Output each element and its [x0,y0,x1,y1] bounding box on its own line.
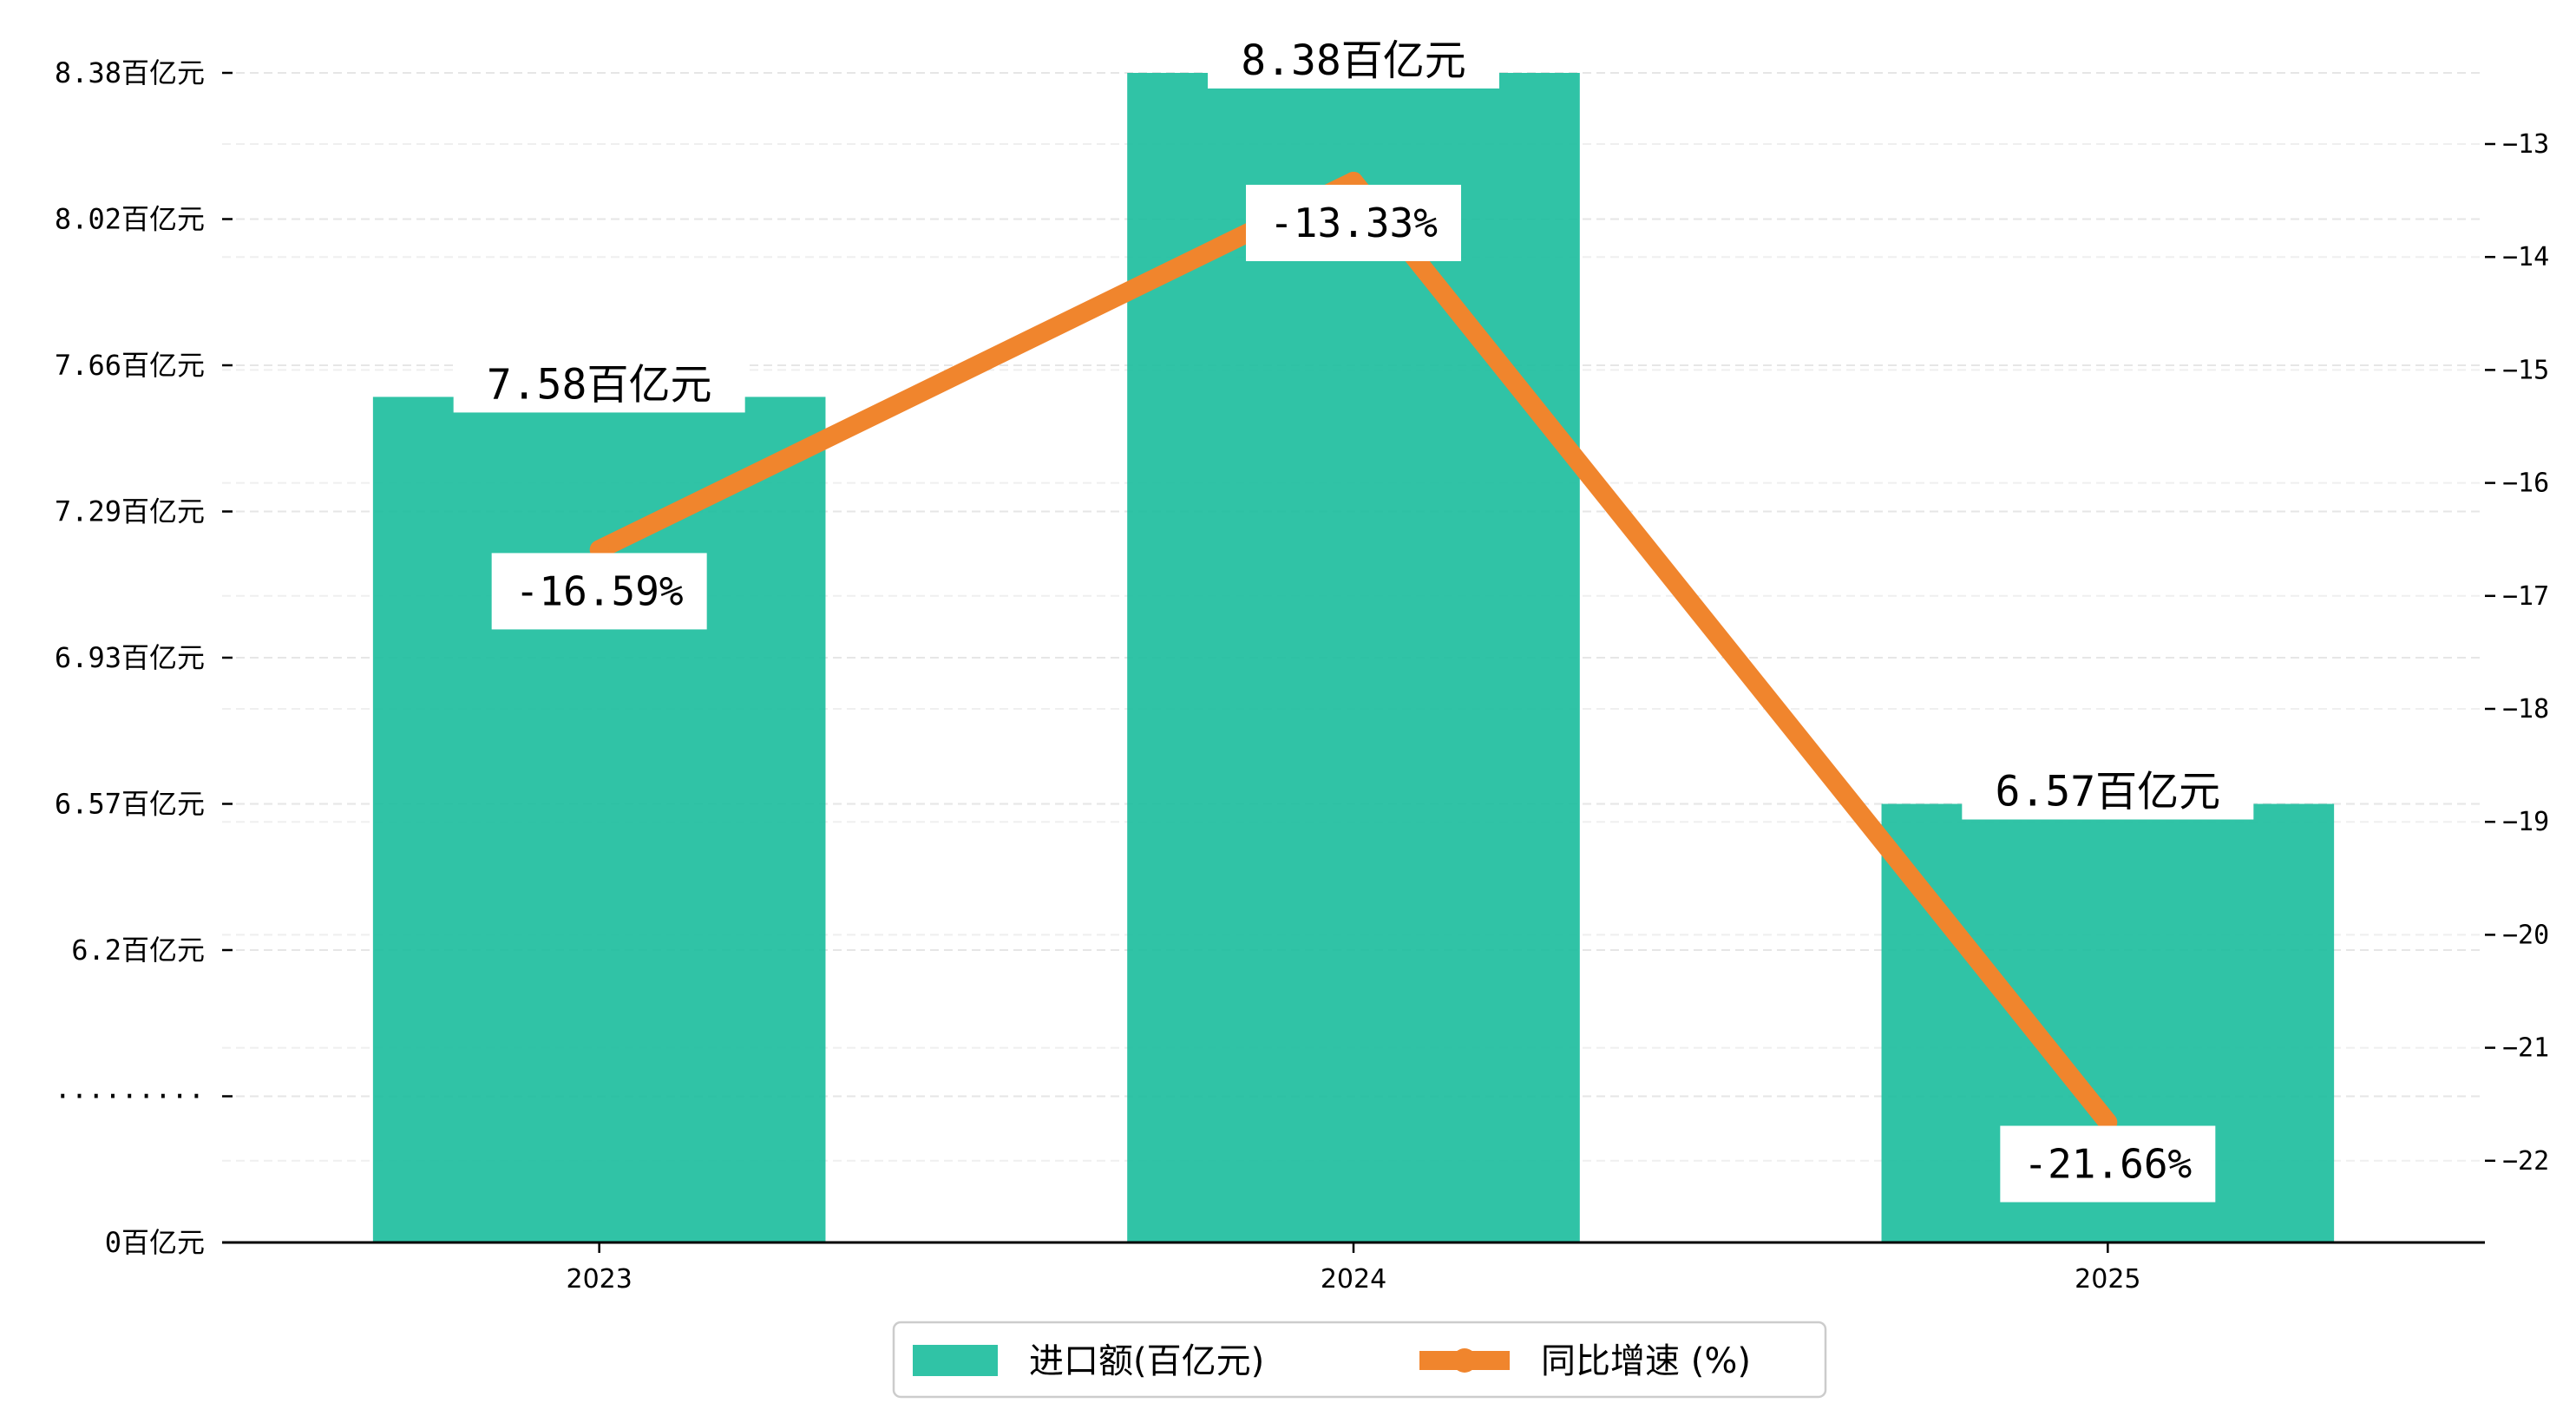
y-right-tick-label: −16 [2502,469,2549,499]
bar [372,397,826,1242]
data-labels: 7.58百亿元 8.38百亿元 6.57百亿元 -16.59% -13.33% -21.6… [453,35,2254,1203]
y-right-tick-label: −18 [2502,694,2549,724]
x-tick-label: 2025 [2075,1264,2140,1295]
y-left-tick-label: 8.02百亿元 [55,203,205,236]
bar-label-box [1962,765,2254,820]
y-right-tick-label: −20 [2502,920,2549,950]
y-left-tick-label: 7.66百亿元 [55,349,205,382]
y-right-tick-label: −14 [2502,242,2549,272]
legend-box [892,1321,1827,1399]
x-tick-label: 2024 [1321,1264,1386,1295]
y-left-tick-label: 7.29百亿元 [55,495,205,528]
y-left-tick-label: 8.38百亿元 [55,56,205,89]
legend-swatch-marker [1452,1348,1477,1373]
bar-series [372,73,2335,1242]
legend[interactable]: 进口额(百亿元) 同比增速 (%) [892,1321,1827,1399]
y-right-tick-label: −22 [2502,1146,2549,1177]
y-right-tick-label: −17 [2502,581,2549,612]
y-left-tick-label: 6.57百亿元 [55,788,205,821]
x-tick-label: 2023 [566,1264,632,1295]
legend-swatch-bar [913,1345,998,1376]
y-left-tick-label: ········· [55,1080,205,1113]
point-value-label: -13.33% [1269,200,1438,246]
legend-label-line: 同比增速 (%) [1541,1341,1751,1381]
point-label-box [2000,1125,2216,1203]
bar-value-label: 6.57百亿元 [1996,768,2221,816]
legend-label-bar: 进口额(百亿元) [1029,1341,1264,1381]
y-right-tick-label: −13 [2502,129,2549,160]
point-label-box [491,553,707,630]
point-label-box [1246,184,1461,261]
bar-label-box [1208,35,1499,88]
y-right-tick-label: −15 [2502,355,2549,385]
axes: 0百亿元 ········· 6.2百亿元 6.57百亿元 6.93百亿元 7.29百亿元… [55,56,2550,1295]
y-right-tick-label: −19 [2502,807,2549,837]
point-value-label: -16.59% [515,567,684,614]
y-left-tick-label: 0百亿元 [105,1226,205,1259]
point-value-label: -21.66% [2023,1141,2192,1188]
bar-value-label: 7.58百亿元 [487,360,712,409]
bar [1127,73,1580,1242]
y-left-tick-label: 6.93百亿元 [55,641,205,674]
y-right-tick-label: −21 [2502,1033,2549,1064]
bar-value-label: 8.38百亿元 [1241,36,1466,85]
y-left-tick-label: 6.2百亿元 [71,934,205,967]
bar-label-box [453,358,745,413]
